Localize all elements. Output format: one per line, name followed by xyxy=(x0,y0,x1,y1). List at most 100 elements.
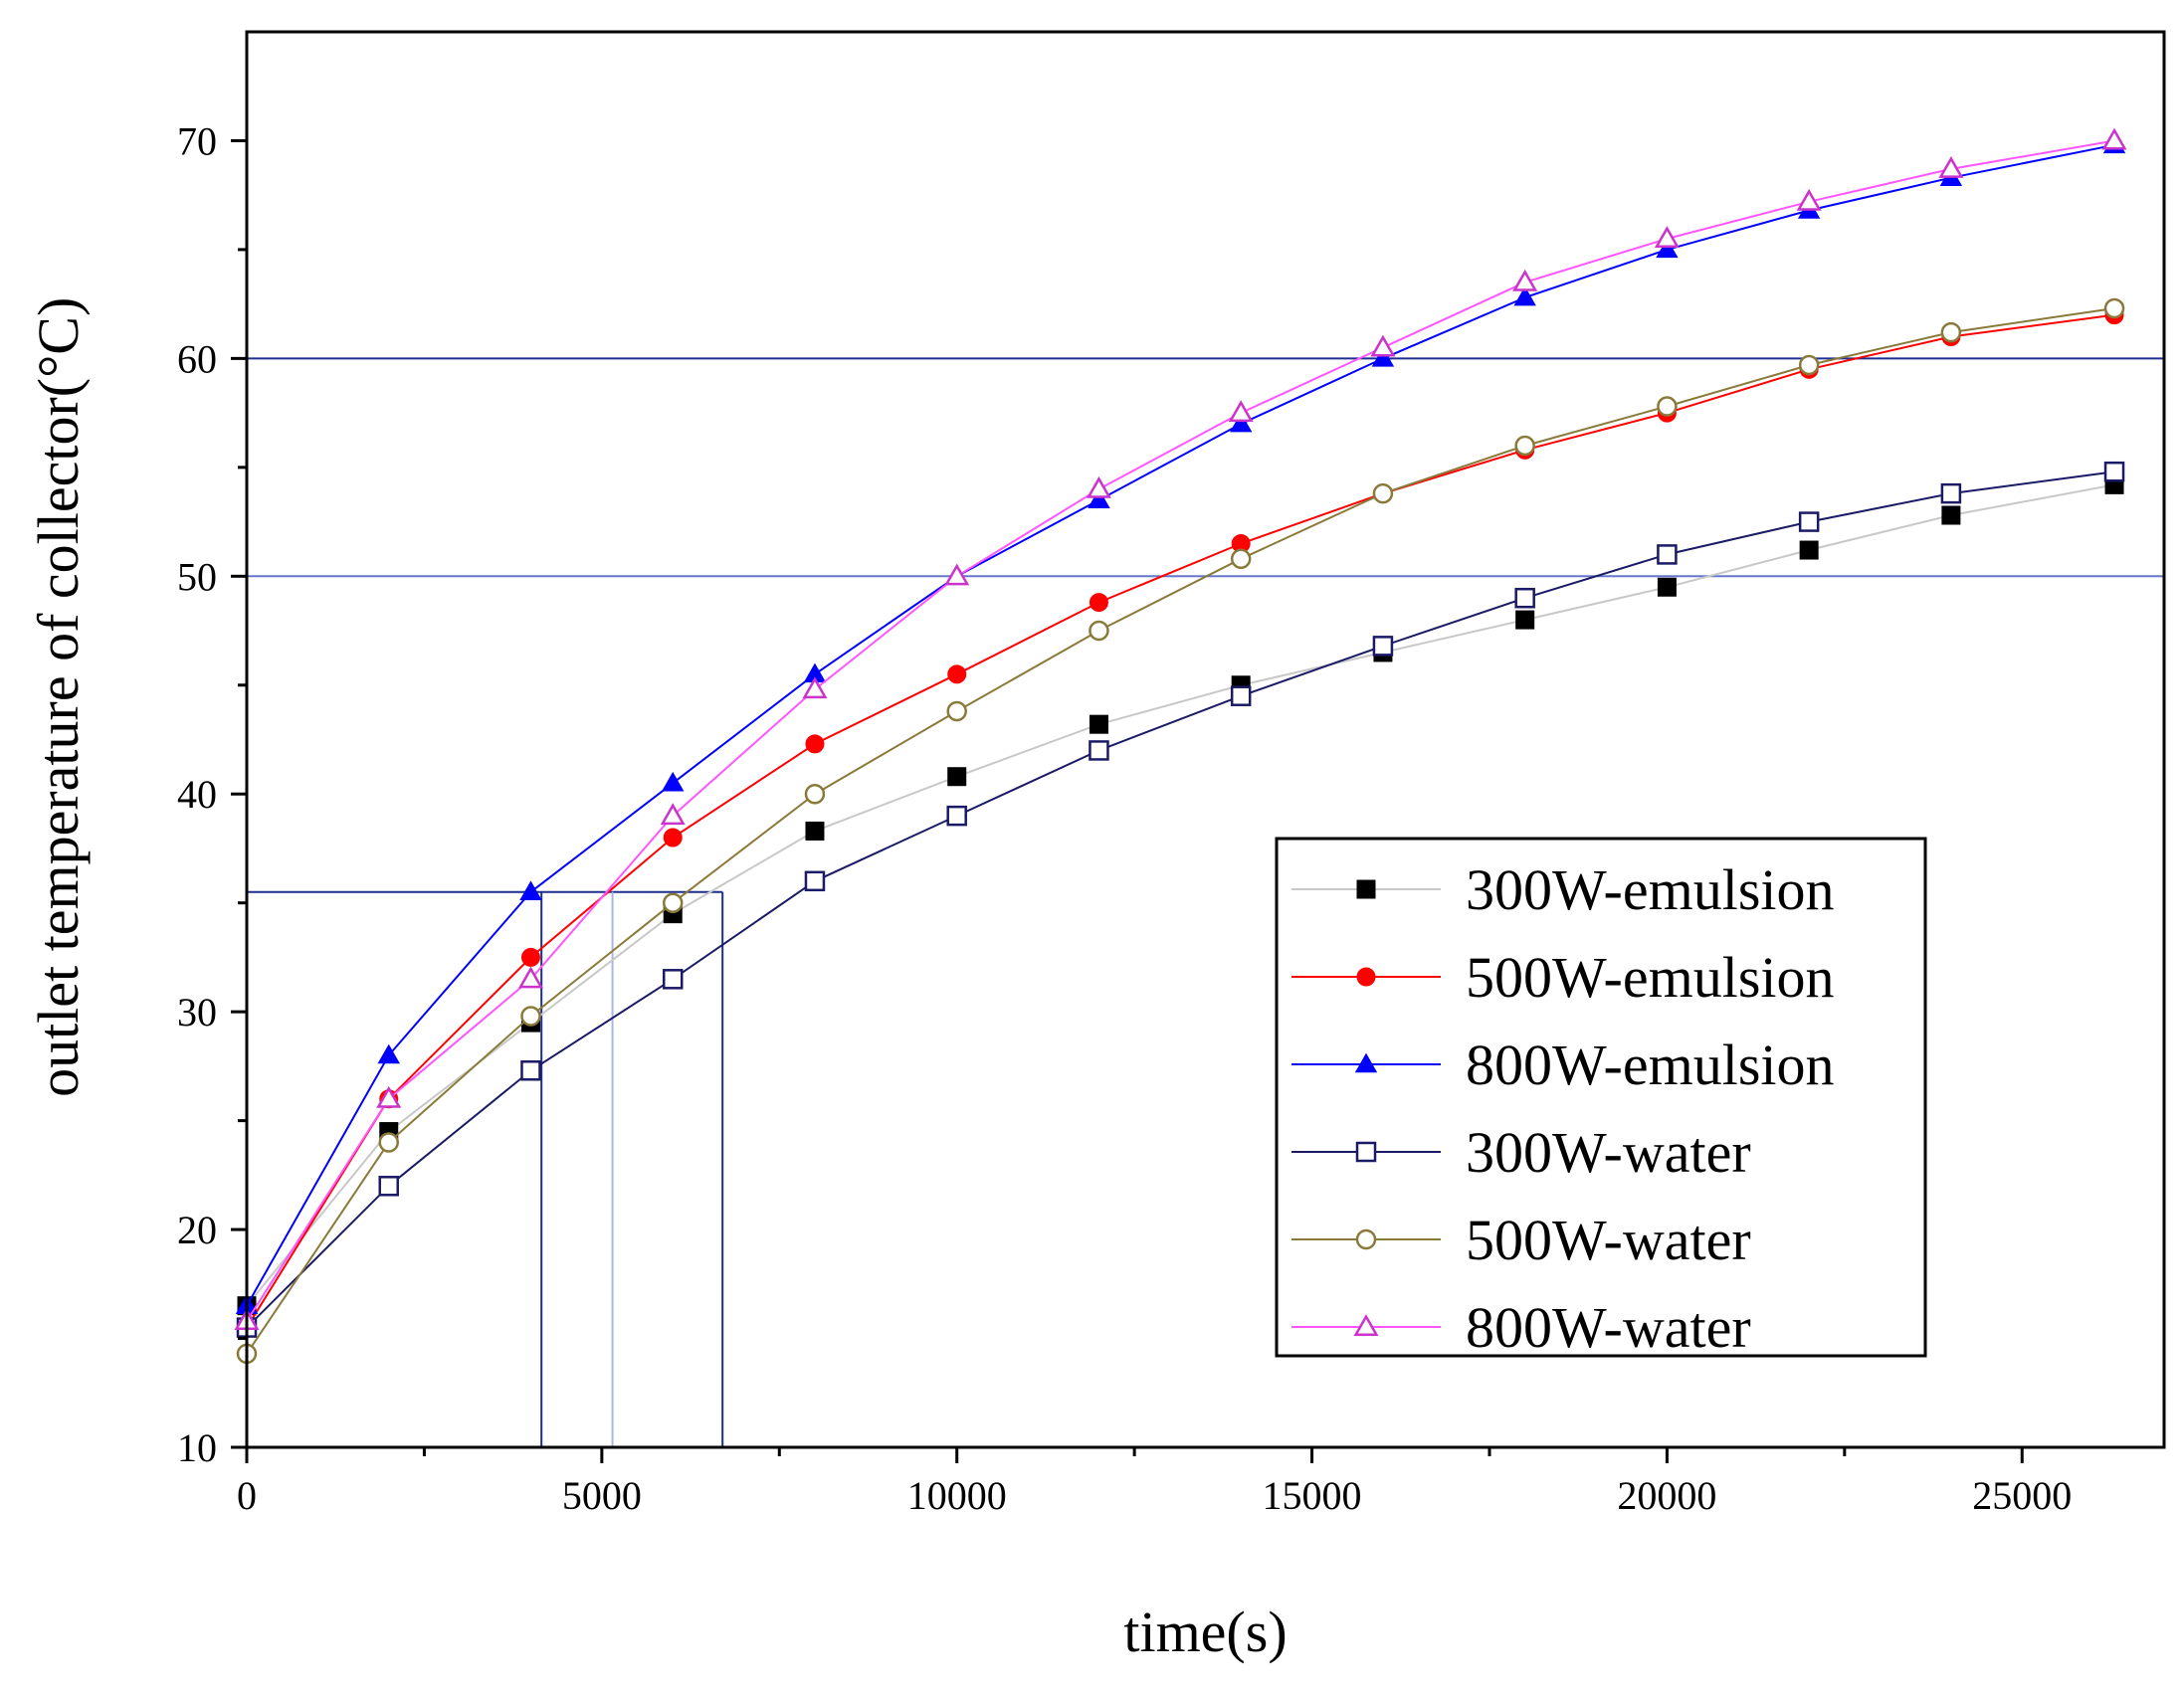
data-point xyxy=(1088,488,1110,508)
data-point xyxy=(1657,396,1678,417)
y-tick-label: 60 xyxy=(177,336,217,381)
legend-label: 800W-water xyxy=(1466,1295,1751,1360)
x-tick-label: 20000 xyxy=(1617,1473,1716,1518)
data-point xyxy=(520,947,540,967)
data-point xyxy=(660,803,686,826)
series-line xyxy=(246,139,2115,1322)
data-point xyxy=(946,700,967,722)
data-point xyxy=(946,805,967,827)
legend-entry: 800W-water xyxy=(1291,1295,1751,1360)
x-tick-label: 10000 xyxy=(907,1473,1007,1518)
legend-marker xyxy=(1356,879,1376,899)
y-tick-label: 30 xyxy=(177,990,217,1035)
data-point xyxy=(804,870,826,892)
data-point xyxy=(1938,156,1964,178)
data-point xyxy=(1798,511,1820,532)
legend-box xyxy=(1275,837,1927,1358)
y-axis-title: outlet temperature of collector(°C) xyxy=(26,297,91,1097)
data-point xyxy=(1089,620,1109,642)
x-tick-label: 15000 xyxy=(1263,1473,1362,1518)
y-tick-label: 70 xyxy=(177,118,217,163)
data-point xyxy=(1089,740,1109,761)
y-tick-label: 10 xyxy=(177,1425,217,1470)
legend-marker xyxy=(1355,1141,1377,1163)
data-point xyxy=(1372,636,1394,657)
data-point xyxy=(662,892,684,913)
data-point xyxy=(1228,400,1254,423)
data-point xyxy=(1089,714,1108,734)
data-point xyxy=(1086,475,1111,498)
data-point xyxy=(520,1060,541,1081)
data-point xyxy=(1372,482,1394,504)
legend-marker xyxy=(1356,967,1376,987)
legend-label: 300W-emulsion xyxy=(1466,857,1835,922)
legend-label: 500W-emulsion xyxy=(1466,945,1835,1010)
data-point xyxy=(376,1085,402,1108)
legend-entry: 500W-water xyxy=(1291,1208,1751,1272)
data-point xyxy=(804,783,826,805)
data-point xyxy=(1940,482,1962,504)
x-axis-title: time(s) xyxy=(1123,1600,1287,1664)
series-line xyxy=(246,143,2115,1307)
series-layer xyxy=(234,127,2127,1365)
data-point xyxy=(1799,540,1819,560)
data-point xyxy=(1512,269,1538,291)
data-point xyxy=(519,880,542,901)
data-point xyxy=(1941,505,1961,525)
series-line xyxy=(246,307,2115,1355)
data-point xyxy=(947,664,967,684)
data-point xyxy=(1229,412,1253,433)
data-point xyxy=(1940,321,1962,343)
legend-entry: 800W-emulsion xyxy=(1291,1033,1835,1097)
legend-marker xyxy=(1353,1314,1379,1337)
data-point xyxy=(947,767,967,787)
plot-frame xyxy=(245,30,2166,1449)
data-point xyxy=(662,969,684,990)
x-tick-label: 25000 xyxy=(1972,1473,2072,1518)
series-line xyxy=(246,483,2115,1307)
data-point xyxy=(1798,354,1820,376)
legend: 300W-emulsion 500W-emulsion 800W-emulsion 3… xyxy=(1275,837,1927,1360)
data-point xyxy=(805,821,825,841)
y-tick-label: 50 xyxy=(177,554,217,599)
data-point xyxy=(517,966,543,989)
data-point xyxy=(1371,347,1395,367)
legend-label: 300W-water xyxy=(1466,1120,1751,1185)
series-line xyxy=(246,471,2115,1329)
data-point xyxy=(1514,435,1535,457)
data-point xyxy=(2103,297,2125,319)
legend-entry: 300W-water xyxy=(1291,1120,1751,1185)
axes-layer: 0 5000 10000 15000 20000 25000 10 20 30 40 50 60 70 xyxy=(177,118,2072,1518)
series-500W-water xyxy=(236,297,2125,1365)
legend-label: 800W-emulsion xyxy=(1466,1033,1835,1097)
y-tick-label: 20 xyxy=(177,1208,217,1252)
y-tick-label: 40 xyxy=(177,772,217,817)
data-point xyxy=(1657,577,1677,597)
data-point xyxy=(1796,188,1822,211)
data-point xyxy=(1657,544,1678,565)
data-point xyxy=(805,734,825,754)
legend-entry: 300W-emulsion xyxy=(1291,857,1835,922)
data-point xyxy=(1089,593,1108,613)
series-line xyxy=(246,313,2115,1329)
data-point xyxy=(1514,587,1535,609)
reference-lines xyxy=(247,357,2164,1447)
data-point xyxy=(1230,548,1252,570)
data-point xyxy=(377,1043,400,1064)
series-300W-water xyxy=(236,461,2125,1338)
legend-marker xyxy=(1354,1052,1378,1073)
data-point xyxy=(378,1176,399,1197)
x-tick-label: 0 xyxy=(237,1473,257,1518)
x-tick-label: 5000 xyxy=(562,1473,642,1518)
data-point xyxy=(1230,685,1252,706)
data-point xyxy=(802,676,828,699)
legend-marker xyxy=(1355,1228,1377,1250)
legend-entry: 500W-emulsion xyxy=(1291,945,1835,1010)
data-point xyxy=(944,563,970,586)
series-800W-water xyxy=(234,127,2127,1331)
data-point xyxy=(520,1006,541,1027)
legend-label: 500W-water xyxy=(1466,1208,1751,1272)
data-point xyxy=(1656,238,1679,259)
data-point xyxy=(1515,610,1535,630)
